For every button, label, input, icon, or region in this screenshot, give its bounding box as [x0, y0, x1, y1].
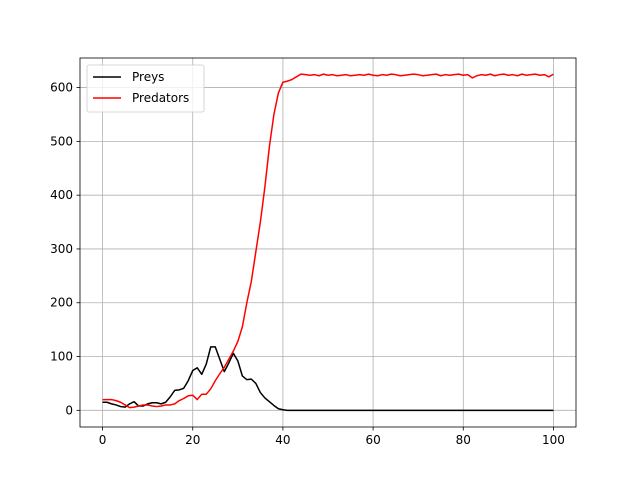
- legend: Preys Predators: [86, 64, 205, 113]
- y-tick-label: 500: [50, 134, 73, 148]
- y-tick-label: 100: [50, 350, 73, 364]
- x-tick-label: 60: [365, 433, 380, 447]
- x-tick-label: 0: [99, 433, 107, 447]
- legend-label-predators: Predators: [132, 91, 189, 105]
- x-tick-label: 20: [185, 433, 200, 447]
- grid-lines: [80, 58, 576, 427]
- legend-label-preys: Preys: [132, 70, 164, 84]
- series-line-preys: [102, 346, 554, 412]
- y-tick-label: 600: [50, 81, 73, 95]
- y-tick-label: 200: [50, 296, 73, 310]
- y-tick-label: 0: [65, 403, 73, 417]
- y-tick-label: 300: [50, 242, 73, 256]
- x-tick-label: 100: [542, 433, 565, 447]
- x-tick-label: 80: [456, 433, 471, 447]
- plot-frame: [79, 57, 577, 428]
- y-tick-label: 400: [50, 188, 73, 202]
- axes: 0 20 40 60 80 100 0 100 200 300 400 500 600: [50, 57, 577, 447]
- series-lines: [102, 73, 554, 412]
- x-tick-label: 40: [275, 433, 290, 447]
- series-line-predators: [102, 73, 554, 409]
